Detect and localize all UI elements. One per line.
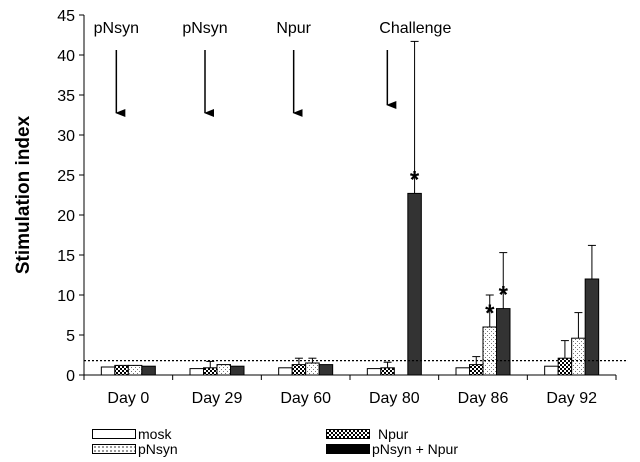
x-tick-label: Day 29 [192, 390, 243, 407]
bar-npur-day-29 [203, 367, 218, 376]
bar-pnsyn-day-29 [216, 364, 231, 376]
legend-swatch-mosk [92, 429, 136, 439]
x-tick-label: Day 86 [458, 390, 509, 407]
bar-pnsyn-npur-day-29 [230, 365, 245, 376]
legend-label-npur: Npur [378, 426, 409, 442]
annotation-label: Challenge [379, 20, 451, 37]
annotation-label: pNsyn [94, 20, 139, 37]
bar-mosk-day-29 [189, 368, 204, 376]
legend-swatch-pnsyn-npur [326, 444, 370, 454]
legend-item-pnsyn: pNsyn [92, 441, 178, 457]
x-tick-label: Day 92 [546, 390, 597, 407]
bar-pnsyn-day-92 [571, 337, 586, 376]
legend-label-mosk: mosk [138, 426, 172, 442]
bar-npur-day-60 [291, 364, 307, 376]
significance-star: * [499, 282, 509, 309]
y-tick-label: 35 [57, 88, 75, 105]
y-tick-label: 0 [66, 368, 75, 385]
y-tick-label: 15 [57, 248, 75, 265]
y-tick-label: 30 [57, 128, 75, 145]
x-tick-label: Day 60 [280, 390, 331, 407]
legend-item-mosk: mosk [92, 426, 172, 442]
y-axis-label: Stimulation index [13, 115, 34, 274]
legend-label-pnsyn-npur: pNsyn + Npur [372, 441, 458, 457]
bar-npur-day-80 [380, 367, 395, 376]
bar-series [100, 192, 600, 376]
bar-npur-day-86 [469, 364, 484, 376]
legend-swatch-npur [326, 429, 370, 439]
bar-pnsyn-npur-day-80 [407, 192, 422, 376]
significance-star: * [485, 300, 495, 327]
legend-swatch-pnsyn [92, 444, 136, 454]
axes [83, 15, 616, 376]
legend-item-pnsyn-npur: pNsyn + Npur [326, 441, 458, 457]
y-tick-label: 10 [57, 288, 75, 305]
annotation-label: pNsyn [182, 20, 227, 37]
bar-pnsyn-day-0 [127, 364, 143, 376]
bar-pnsyn-day-60 [305, 362, 320, 376]
bar-mosk-day-92 [544, 365, 559, 376]
x-axis-labels: Day 0 Day 29 Day 60 Day 80 Day 86 Day 92 [83, 375, 617, 407]
legend-item-npur: Npur [326, 426, 409, 442]
bar-pnsyn-npur-day-86 [496, 308, 511, 376]
bar-pnsyn-npur-day-60 [318, 364, 334, 376]
significance-markers: *** [410, 166, 509, 327]
event-annotations: pNsyn pNsyn Npur Challenge [94, 20, 451, 117]
x-tick-label: Day 0 [107, 390, 149, 407]
y-tick-label: 20 [57, 208, 75, 225]
x-tick-label: Day 80 [369, 390, 420, 407]
annotation-label: Npur [276, 20, 311, 37]
bar-npur-day-0 [114, 364, 129, 376]
bar-mosk-day-0 [100, 366, 116, 376]
legend-label-pnsyn: pNsyn [138, 441, 178, 457]
bar-mosk-day-86 [455, 367, 470, 376]
y-tick-label: 40 [57, 48, 75, 65]
y-tick-label: 5 [66, 328, 75, 345]
bar-pnsyn-npur-day-0 [141, 365, 156, 376]
bar-mosk-day-80 [366, 368, 382, 376]
significance-star: * [410, 166, 420, 193]
y-tick-label: 25 [57, 168, 75, 185]
bar-mosk-day-60 [278, 367, 293, 376]
y-axis-ticks: 0 5 10 15 20 25 30 35 40 45 [57, 8, 84, 385]
y-tick-label: 45 [57, 8, 75, 25]
error-bars [206, 40, 596, 368]
bar-pnsyn-day-86 [482, 326, 497, 376]
